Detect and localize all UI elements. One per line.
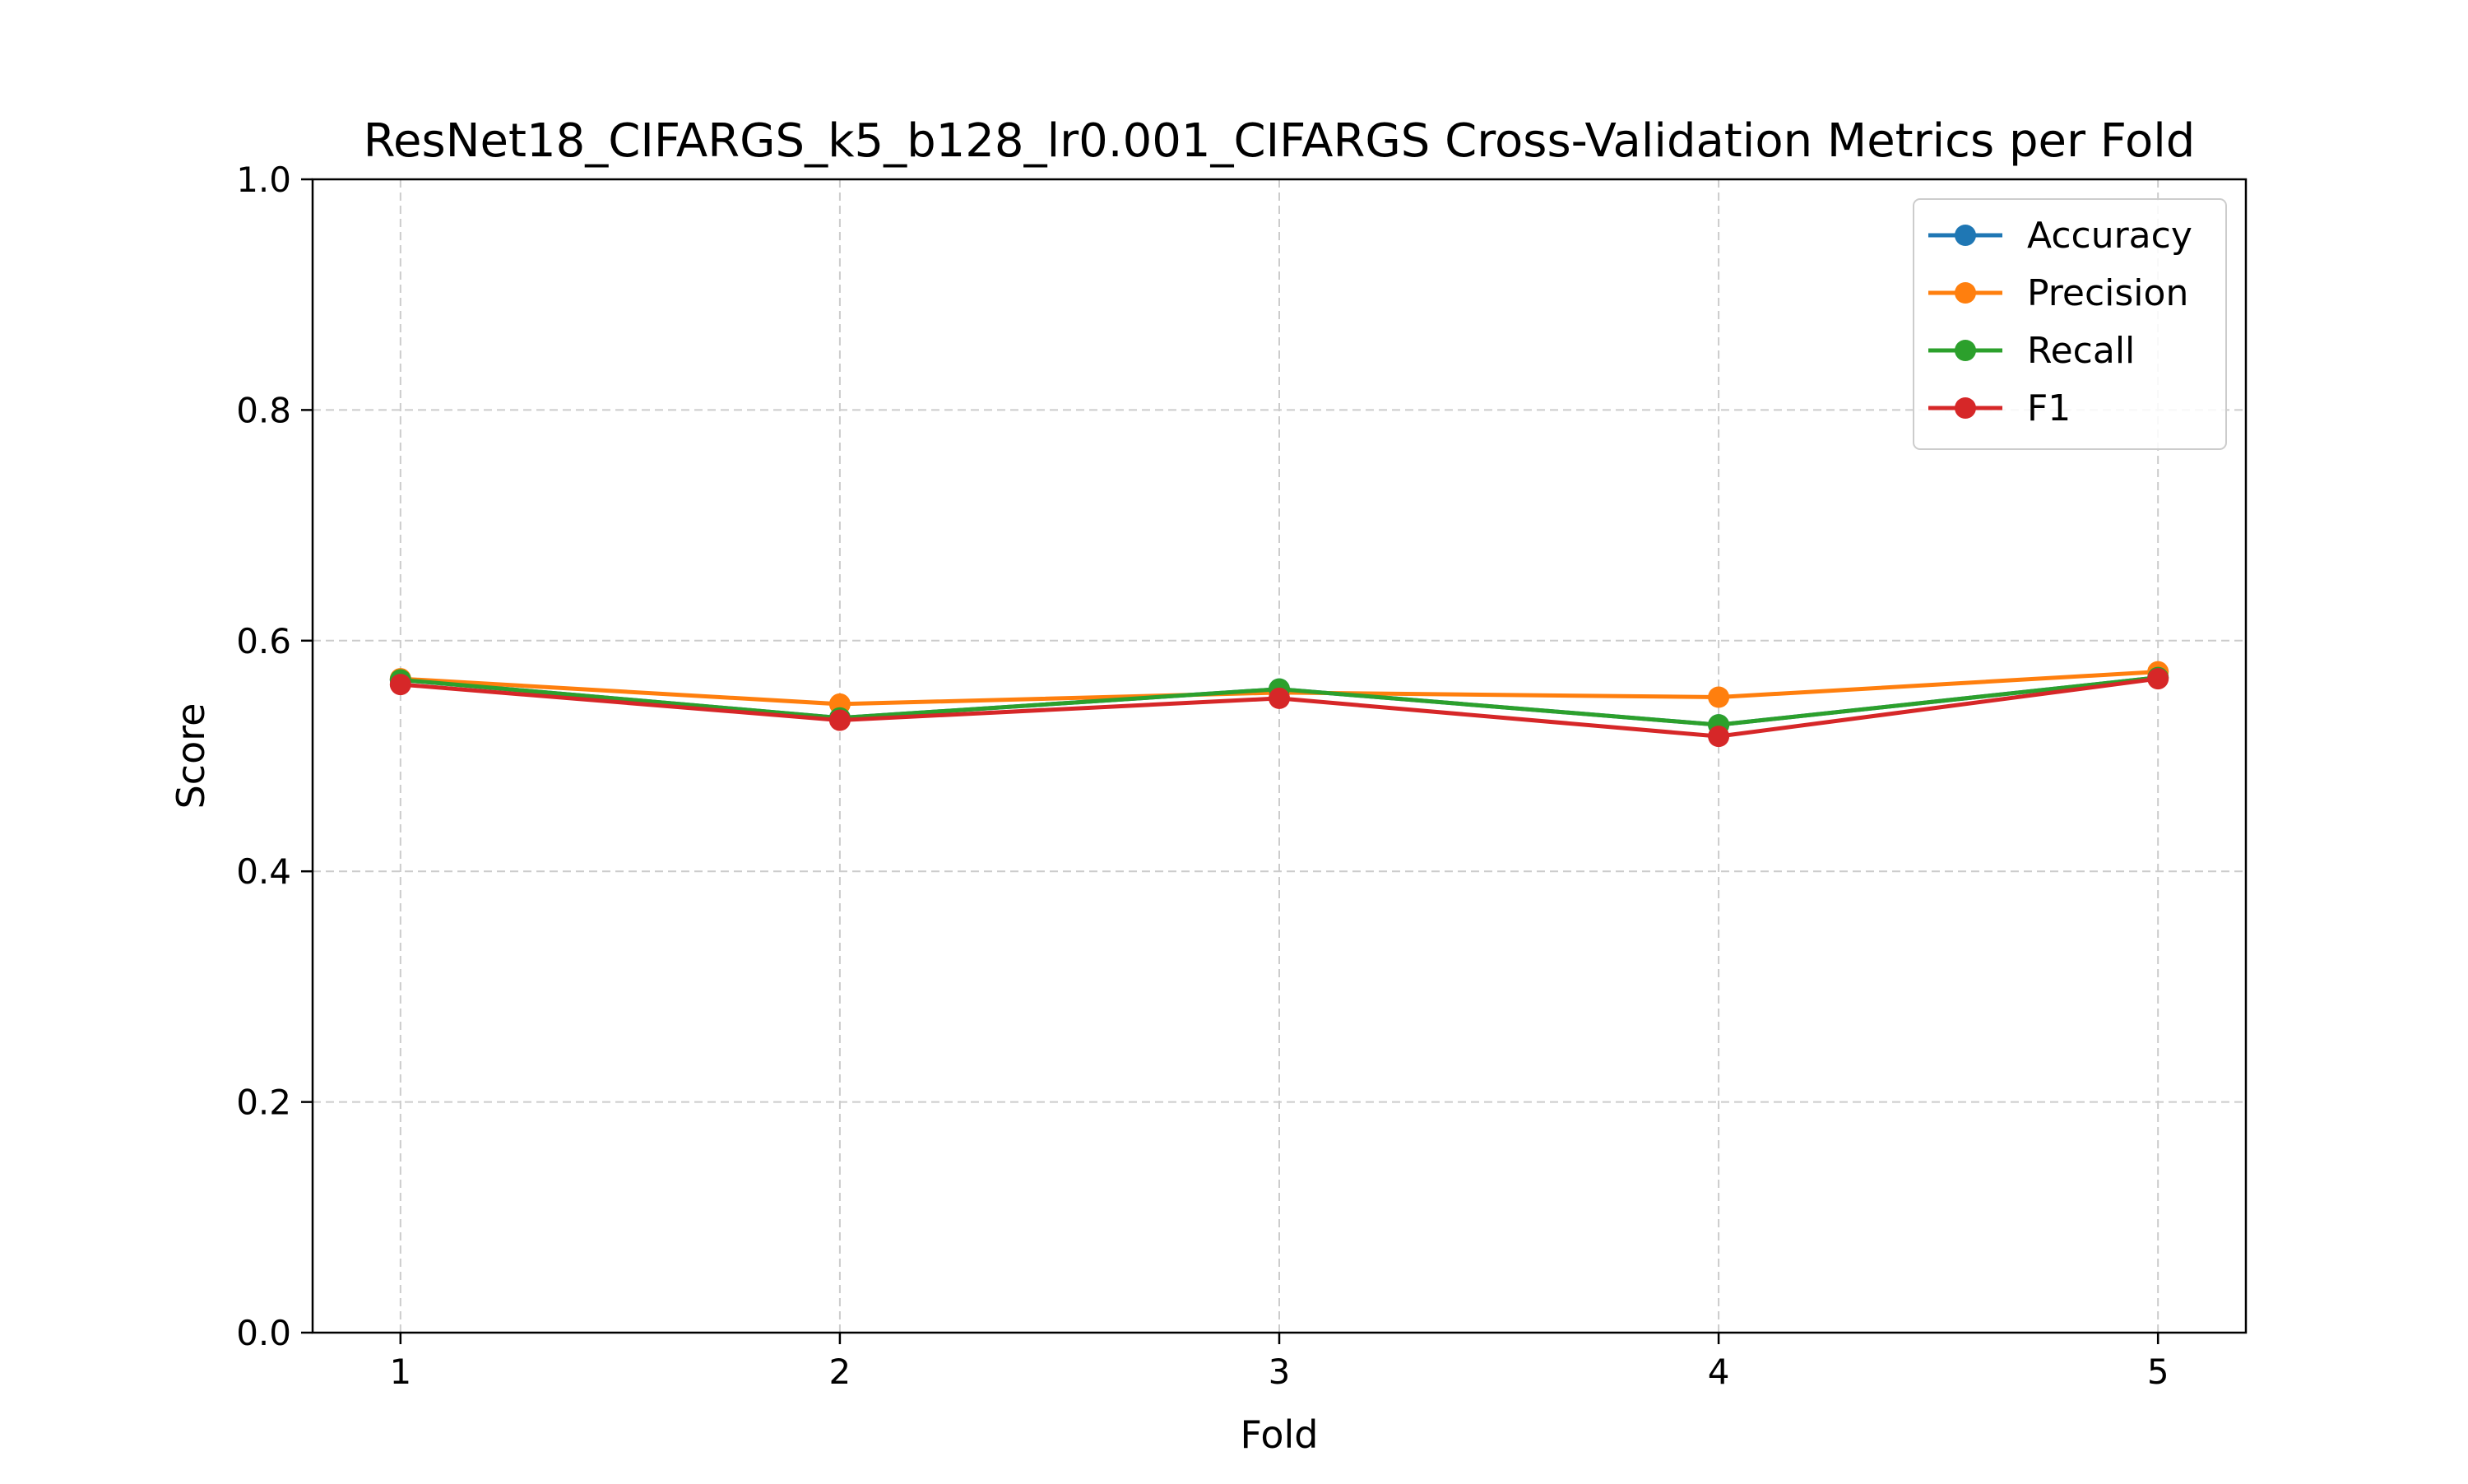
data-point-f1 [2147, 668, 2169, 690]
legend-label: F1 [2027, 387, 2071, 429]
legend-swatch-marker [1955, 397, 1976, 419]
axis-ticks: 1 2 3 4 5 0.0 0.2 0.4 0.6 0.8 1.0 [236, 160, 2169, 1392]
legend-item-recall: Recall [1928, 330, 2135, 372]
y-tick-label: 0.2 [236, 1083, 291, 1123]
legend: Accuracy Precision Recall F1 [1913, 198, 2227, 450]
series-f1 [389, 668, 2169, 748]
y-tick-label: 0.8 [236, 390, 291, 430]
x-tick-label: 5 [2147, 1352, 2169, 1392]
x-tick-label: 2 [829, 1352, 851, 1392]
y-tick-label: 0.4 [236, 851, 291, 892]
legend-swatch-marker [1955, 225, 1976, 246]
y-axis-title: Score [169, 703, 213, 809]
data-point-precision [1708, 686, 1730, 708]
data-point-f1 [1708, 726, 1730, 748]
legend-box [1913, 198, 2227, 450]
legend-item-precision: Precision [1928, 272, 2188, 314]
x-tick-label: 4 [1708, 1352, 1730, 1392]
legend-label: Precision [2027, 272, 2188, 314]
legend-item-accuracy: Accuracy [1928, 215, 2192, 257]
y-tick-label: 0.6 [236, 621, 291, 661]
legend-swatch-marker [1955, 340, 1976, 361]
x-axis-title: Fold [1241, 1412, 1319, 1457]
x-tick-label: 1 [389, 1352, 411, 1392]
series-group [389, 661, 2169, 748]
y-tick-label: 0.0 [236, 1313, 291, 1353]
legend-item-f1: F1 [1928, 387, 2071, 429]
chart-title: ResNet18_CIFARGS_k5_b128_lr0.001_CIFARGS… [364, 114, 2196, 168]
data-point-f1 [389, 674, 411, 696]
data-point-f1 [828, 709, 851, 731]
data-point-f1 [1269, 687, 1290, 709]
legend-swatch-marker [1955, 282, 1976, 304]
legend-label: Recall [2027, 330, 2135, 372]
legend-label: Accuracy [2027, 215, 2192, 257]
x-tick-label: 3 [1269, 1352, 1291, 1392]
y-tick-label: 1.0 [236, 160, 291, 200]
